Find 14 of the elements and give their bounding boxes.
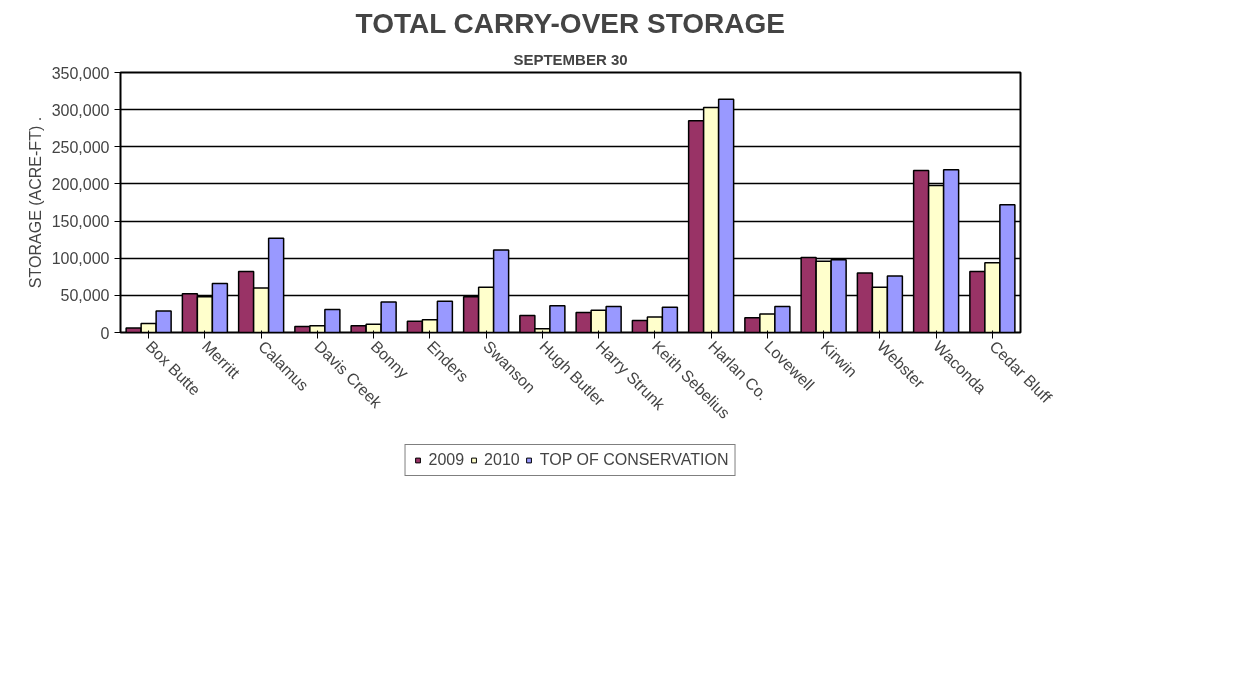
y-tick-label: 0 — [100, 324, 110, 342]
y-tick-label: 250,000 — [51, 138, 110, 156]
y-tick-label: 150,000 — [51, 213, 110, 231]
legend-label: 2009 — [428, 451, 465, 469]
y-tick-label: 300,000 — [51, 101, 110, 119]
y-tick-label: 50,000 — [60, 287, 110, 305]
y-axis-title: STORAGE (ACRE-FT) . — [26, 116, 44, 289]
y-tick-label: 350,000 — [51, 64, 110, 82]
chart-subtitle: SEPTEMBER 30 — [513, 50, 628, 68]
legend-label: 2010 — [484, 451, 520, 469]
legend-label: TOP OF CONSERVATION — [539, 451, 729, 469]
y-tick-label: 100,000 — [51, 250, 110, 268]
y-tick-label: 200,000 — [51, 175, 110, 193]
chart-title: TOTAL CARRY-OVER STORAGE — [355, 7, 785, 39]
